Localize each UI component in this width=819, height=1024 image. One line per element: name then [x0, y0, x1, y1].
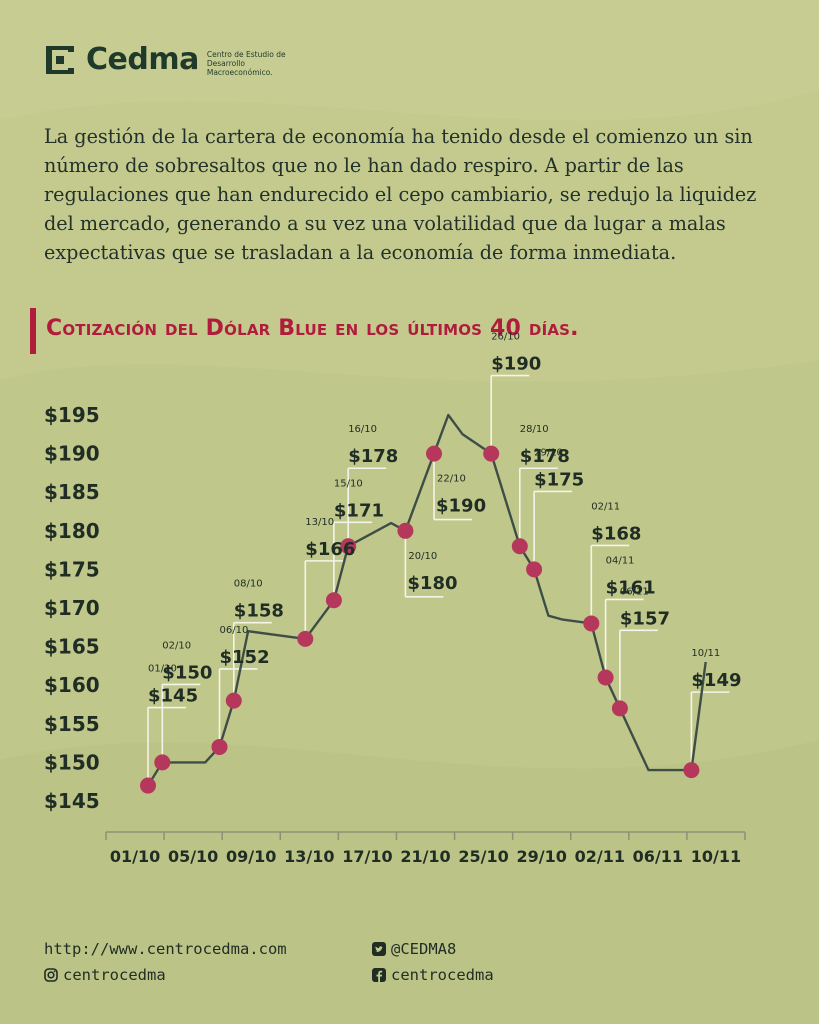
chart-title: Cotización del Dólar Blue en los últimos… [46, 316, 579, 341]
brand-subtitle-line1: Centro de Estudio de [206, 50, 286, 59]
footer-twitter[interactable]: @CEDMA8 [372, 940, 456, 958]
data-label-value: $152 [220, 647, 270, 668]
data-label-date: 10/11 [691, 648, 720, 659]
data-label-value: $150 [162, 662, 212, 683]
data-label-value: $171 [334, 500, 384, 521]
data-label-date: 04/11 [606, 555, 635, 566]
intro-paragraph: La gestión de la cartera de economía ha … [44, 125, 757, 264]
x-axis: 01/10 05/10 09/10 13/10 17/10 21/10 25/10 29/10… [105, 831, 746, 866]
brand-subtitle-line2: Desarrollo Macroeconómico. [206, 59, 273, 77]
footer-instagram[interactable]: centrocedma [44, 966, 166, 984]
twitter-icon [372, 942, 386, 956]
x-tick-label: 25/10 [458, 847, 508, 866]
data-label-date: 06/11 [620, 586, 649, 597]
data-point [340, 538, 357, 555]
footer-website[interactable]: http://www.centrocedma.com [44, 940, 287, 958]
brand-subtitle: Centro de Estudio de Desarrollo Macroeco… [207, 50, 297, 77]
x-tick-label: 09/10 [226, 847, 276, 866]
data-point [483, 445, 500, 462]
facebook-handle[interactable]: centrocedma [391, 966, 494, 984]
twitter-handle[interactable]: @CEDMA8 [391, 940, 457, 958]
x-tick-label: 01/10 [110, 847, 160, 866]
data-point [683, 762, 700, 779]
facebook-icon [372, 968, 386, 982]
y-tick-label: $195 [44, 403, 100, 427]
y-tick-label: $150 [44, 750, 100, 774]
data-point [397, 522, 414, 539]
instagram-icon [44, 968, 58, 982]
x-tick-label: 10/11 [691, 847, 741, 866]
data-label-value: $190 [436, 496, 486, 517]
data-label-value: $145 [148, 686, 198, 707]
data-label-value: $180 [407, 573, 457, 594]
y-tick-label: $185 [44, 480, 100, 504]
data-point [511, 538, 528, 555]
data-label-value: $190 [491, 354, 541, 375]
y-tick-label: $155 [44, 712, 100, 736]
data-label-date: 13/10 [305, 517, 334, 528]
x-tick-label: 05/10 [168, 847, 218, 866]
data-label-date: 15/10 [334, 478, 363, 489]
x-tick-label: 02/11 [575, 847, 625, 866]
data-label-value: $168 [591, 523, 641, 544]
data-label-value: $157 [620, 608, 670, 629]
y-tick-label: $180 [44, 519, 100, 543]
data-point [154, 754, 171, 771]
data-point [426, 445, 442, 462]
data-point [325, 592, 342, 609]
y-tick-label: $175 [44, 557, 100, 581]
label-leaders [147, 374, 730, 778]
brand-name: Cedma [86, 41, 199, 77]
data-label-date: 20/10 [408, 551, 437, 562]
data-label-value: $161 [606, 577, 656, 598]
data-label-value: $158 [234, 601, 284, 622]
data-label-value: $166 [305, 539, 355, 560]
instagram-handle[interactable]: centrocedma [63, 966, 166, 984]
y-tick-label: $165 [44, 635, 100, 659]
data-label-date: 16/10 [348, 424, 377, 435]
data-label-value: $178 [348, 446, 398, 467]
data-markers [140, 445, 700, 794]
y-tick-label: $160 [44, 673, 100, 697]
data-point [297, 630, 314, 647]
data-label-date: 26/10 [491, 332, 520, 343]
website-link[interactable]: http://www.centrocedma.com [44, 940, 287, 958]
y-tick-label: $170 [44, 596, 100, 620]
title-accent-bar [30, 308, 36, 354]
data-label-value: $175 [534, 469, 584, 490]
data-label-date: 06/10 [220, 625, 249, 636]
data-point [597, 669, 614, 686]
data-label-date: 01/10 [148, 664, 177, 675]
data-label-date: 29/10 [534, 447, 563, 458]
data-labels: 01/10 $145 02/10 $150 06/10 $152 08/10 $158 13/1… [148, 332, 742, 707]
data-label-date: 02/11 [591, 501, 620, 512]
data-point [140, 777, 156, 794]
cedma-logo-icon [46, 45, 74, 74]
data-label-date: 22/10 [437, 474, 466, 485]
series-line [146, 413, 707, 787]
header: Cedma Centro de Estudio de Desarrollo Ma… [44, 42, 297, 77]
y-tick-label: $190 [44, 442, 100, 466]
data-label-date: 08/10 [234, 579, 263, 590]
y-tick-label: $145 [44, 789, 100, 813]
x-tick-label: 29/10 [516, 847, 566, 866]
data-point [611, 700, 628, 717]
x-tick-label: 06/11 [633, 847, 683, 866]
x-tick-label: 13/10 [284, 847, 334, 866]
x-tick-label: 17/10 [342, 847, 392, 866]
footer-facebook[interactable]: centrocedma [372, 966, 494, 984]
data-point [211, 738, 228, 755]
data-label-value: $149 [691, 670, 741, 691]
data-point [526, 561, 543, 578]
y-axis: $195 $190 $185 $180 $175 $170 $165 $160 $155 $150… [44, 403, 100, 813]
data-label-date: 02/10 [162, 640, 191, 651]
data-point [583, 615, 600, 632]
data-point [225, 692, 242, 709]
data-label-value: $178 [520, 446, 570, 467]
series-line-group [146, 413, 707, 787]
x-tick-label: 21/10 [400, 847, 450, 866]
data-label-date: 28/10 [520, 424, 549, 435]
